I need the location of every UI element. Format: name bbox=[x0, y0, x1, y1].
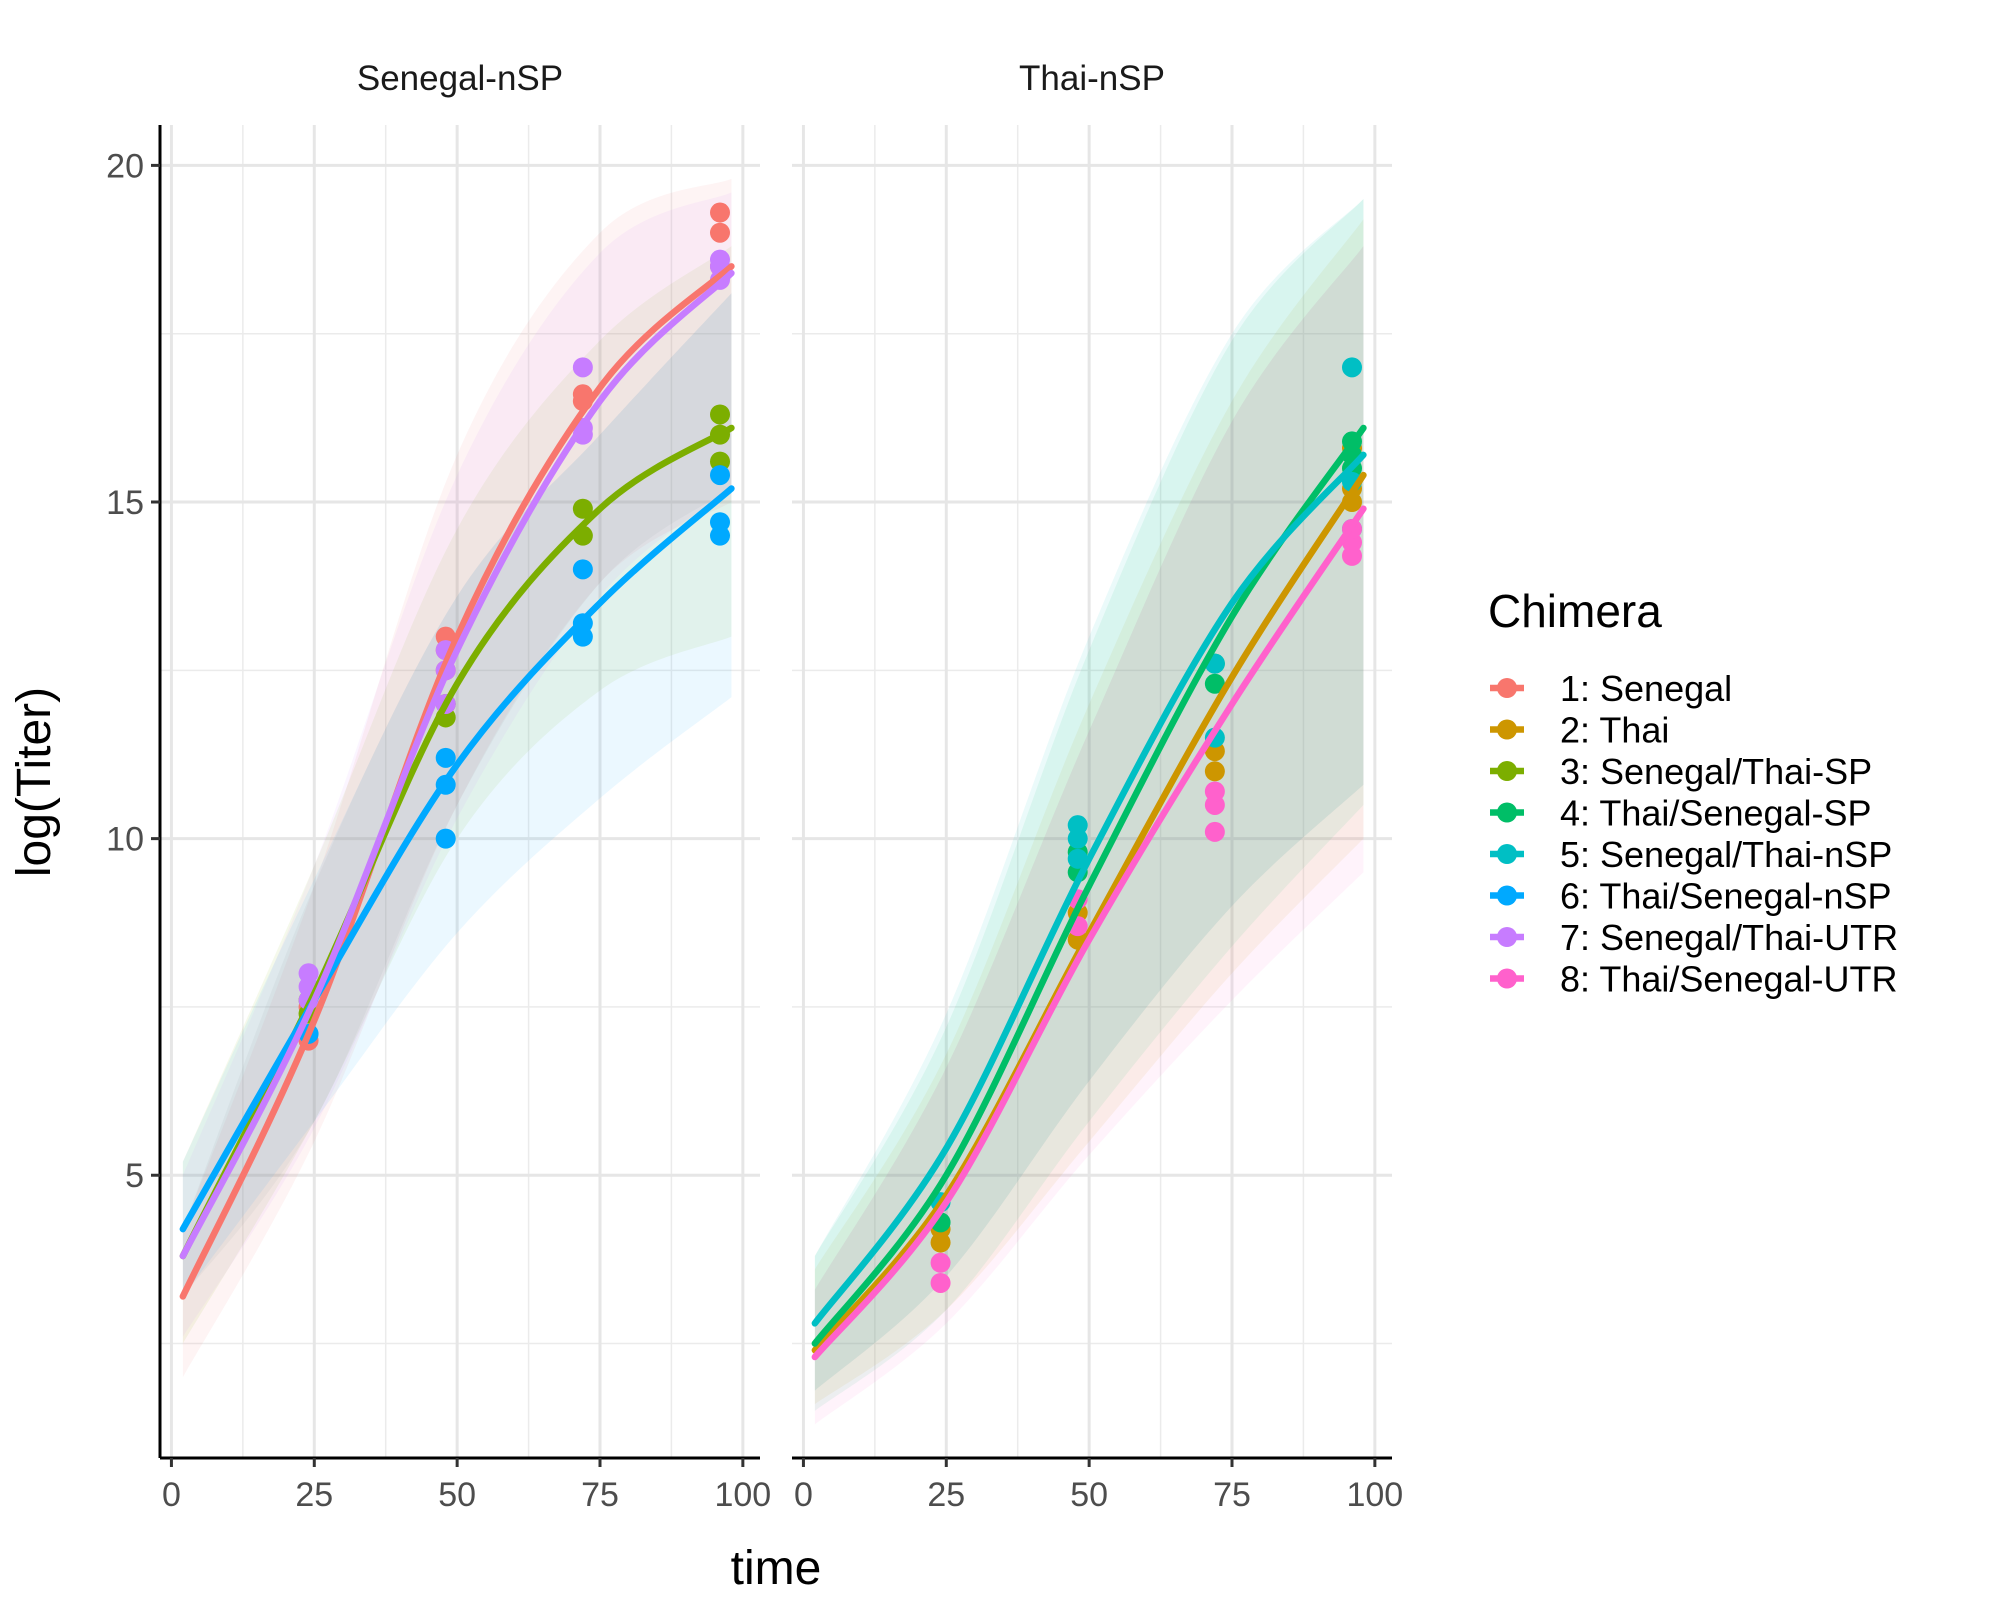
legend-dot bbox=[1497, 844, 1517, 864]
legend-dot bbox=[1497, 968, 1517, 989]
confidence-band-s5 bbox=[814, 199, 1364, 1391]
x-tick-label: 25 bbox=[927, 1476, 965, 1514]
confidence-band-overlap bbox=[814, 246, 1364, 1391]
confidence-band-s1 bbox=[182, 178, 732, 1378]
legend-dot bbox=[1497, 761, 1517, 781]
x-tick-label: 50 bbox=[438, 1476, 476, 1514]
legend-dot bbox=[1497, 678, 1517, 698]
point-s3 bbox=[572, 498, 593, 519]
point-s1 bbox=[710, 202, 730, 223]
point-s6 bbox=[572, 559, 593, 580]
y-tick-label: 10 bbox=[106, 821, 144, 859]
panel-1: 0 25 50 75 100 5 10 15 20 Senegal-nSP bbox=[106, 59, 771, 1514]
point-s4 bbox=[1204, 673, 1225, 694]
x-tick-label: 75 bbox=[581, 1476, 619, 1514]
point-s7 bbox=[298, 963, 319, 984]
point-s8 bbox=[930, 1252, 951, 1273]
confidence-band-s6 bbox=[182, 293, 732, 1297]
point-s8 bbox=[1204, 821, 1225, 842]
grid bbox=[160, 125, 760, 1458]
fit-line-s7 bbox=[179, 269, 735, 1260]
panel-2: 0 25 50 75 100 Thai-nSP bbox=[792, 59, 1403, 1514]
point-s3 bbox=[710, 404, 730, 425]
x-tick-label: 25 bbox=[295, 1476, 333, 1514]
legend-label: 1: Senegal bbox=[1560, 668, 1732, 709]
point-s6 bbox=[435, 747, 456, 768]
confidence-band-s4 bbox=[814, 199, 1364, 1411]
y-tick-label: 15 bbox=[106, 484, 144, 522]
fit-line-s1 bbox=[179, 263, 735, 1300]
legend-dot bbox=[1497, 802, 1517, 823]
legend-entry-s4: 4: Thai/Senegal-SP bbox=[1490, 793, 1872, 834]
x-tick-label: 0 bbox=[162, 1476, 181, 1514]
fit-line-s5 bbox=[811, 451, 1367, 1327]
legend-entry-s2: 2: Thai bbox=[1490, 710, 1669, 751]
legend-entry-s8: 8: Thai/Senegal-UTR bbox=[1490, 959, 1898, 1000]
legend-entry-s5: 5: Senegal/Thai-nSP bbox=[1490, 834, 1892, 875]
legend-label: 6: Thai/Senegal-nSP bbox=[1560, 876, 1892, 917]
point-s6 bbox=[435, 828, 456, 849]
x-tick-label: 75 bbox=[1213, 1476, 1251, 1514]
legend-label: 3: Senegal/Thai-SP bbox=[1560, 751, 1872, 792]
fit-line-s8 bbox=[811, 505, 1367, 1361]
panel-title: Senegal-nSP bbox=[357, 59, 563, 98]
legend-title: Chimera bbox=[1488, 585, 1662, 637]
point-s7 bbox=[710, 249, 730, 270]
point-s6 bbox=[710, 512, 730, 533]
x-tick-label: 100 bbox=[714, 1476, 771, 1514]
panel-title: Thai-nSP bbox=[1019, 59, 1165, 98]
point-s8 bbox=[1204, 781, 1225, 802]
point-s1 bbox=[710, 222, 730, 243]
point-s8 bbox=[930, 1272, 951, 1293]
legend-label: 4: Thai/Senegal-SP bbox=[1560, 793, 1872, 834]
legend-dot bbox=[1497, 927, 1517, 947]
fit-line-s2 bbox=[811, 471, 1367, 1354]
fit-lines bbox=[179, 263, 735, 1300]
point-s5 bbox=[1067, 848, 1088, 869]
fit-lines bbox=[811, 424, 1367, 1361]
point-s6 bbox=[710, 465, 730, 486]
x-tick-label: 50 bbox=[1070, 1476, 1108, 1514]
point-s2 bbox=[1204, 761, 1225, 782]
y-tick-label: 5 bbox=[125, 1157, 144, 1195]
legend-dot bbox=[1497, 719, 1517, 740]
confidence-band-s3 bbox=[182, 246, 732, 1344]
confidence-band-s2 bbox=[814, 219, 1364, 1405]
confidence-band-s8 bbox=[814, 246, 1364, 1425]
panels: 0 25 50 75 100 5 10 15 20 Senegal-nSP 0 25 50 75 100 Th… bbox=[106, 59, 1403, 1514]
legend-label: 2: Thai bbox=[1560, 710, 1669, 751]
confidence-band-overlap bbox=[182, 293, 732, 1297]
legend-label: 7: Senegal/Thai-UTR bbox=[1560, 917, 1898, 958]
legend-entry-s7: 7: Senegal/Thai-UTR bbox=[1490, 917, 1898, 958]
y-tick-label: 20 bbox=[106, 147, 144, 185]
confidence-bands bbox=[814, 199, 1364, 1425]
fit-line-s6 bbox=[179, 485, 735, 1233]
legend-label: 8: Thai/Senegal-UTR bbox=[1560, 959, 1898, 1000]
legend-dot bbox=[1497, 885, 1517, 906]
legend-entry-s1: 1: Senegal bbox=[1490, 668, 1732, 709]
legend-entry-s3: 3: Senegal/Thai-SP bbox=[1490, 751, 1872, 792]
x-tick-label: 0 bbox=[794, 1476, 813, 1514]
x-tick-label: 100 bbox=[1346, 1476, 1403, 1514]
point-s5 bbox=[1067, 815, 1088, 836]
legend-label: 5: Senegal/Thai-nSP bbox=[1560, 834, 1892, 875]
point-s5 bbox=[1342, 357, 1362, 378]
x-axis-title: time bbox=[731, 1542, 822, 1595]
point-s7 bbox=[572, 357, 593, 378]
y-axis-title: log(Titer) bbox=[8, 687, 61, 877]
legend-entry-s6: 6: Thai/Senegal-nSP bbox=[1490, 876, 1892, 917]
